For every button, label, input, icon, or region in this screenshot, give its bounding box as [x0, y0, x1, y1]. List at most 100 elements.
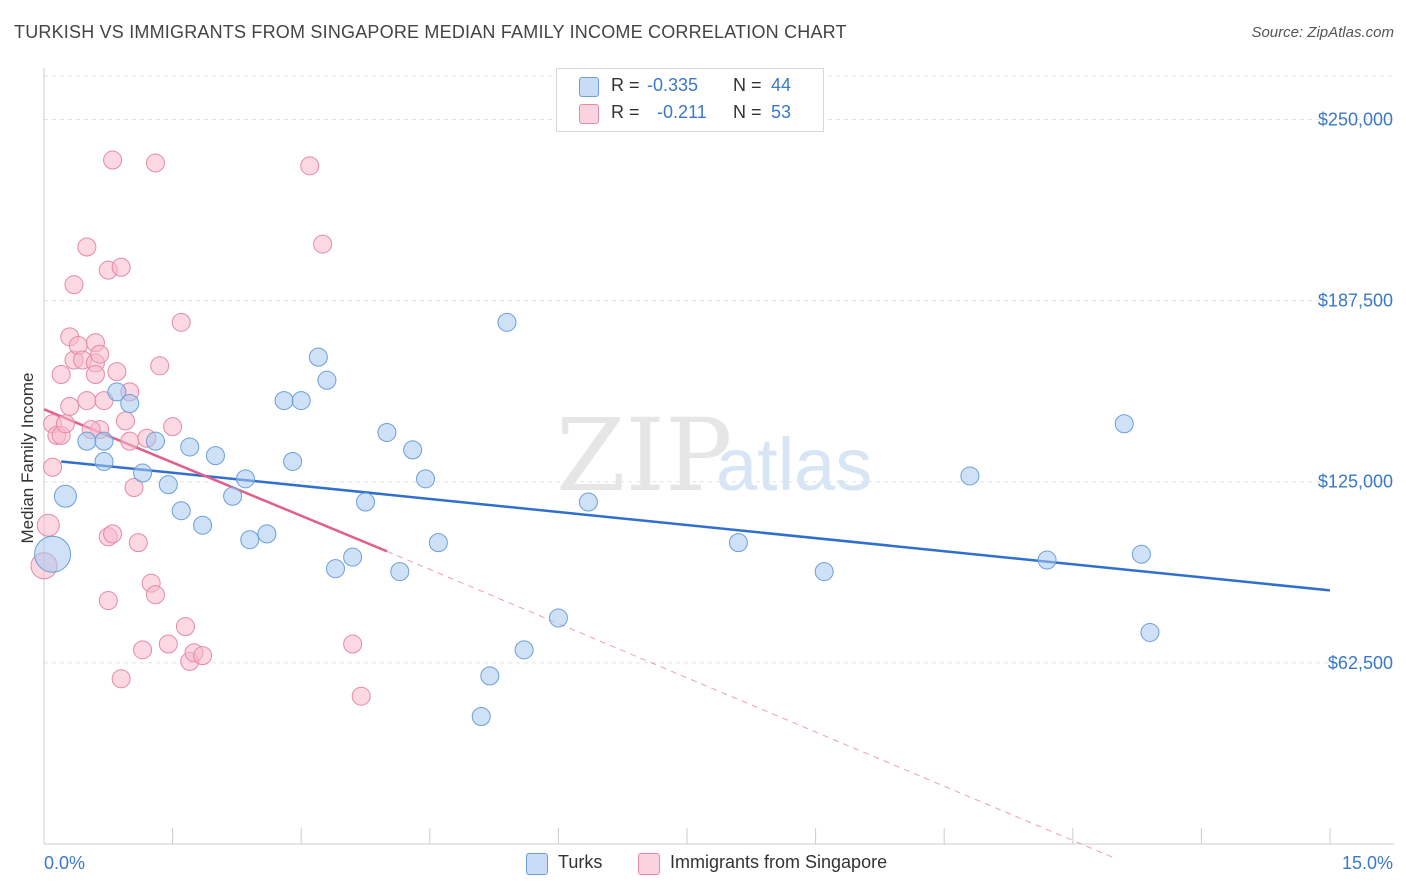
data-point-turks: [205, 446, 225, 466]
data-point-turks: [133, 463, 153, 483]
data-point-singapore: [163, 417, 183, 437]
x-tick-labels: 0.0% 15.0%: [44, 853, 1393, 873]
data-point-singapore: [43, 457, 63, 477]
data-point-singapore: [120, 431, 140, 451]
data-point-turks: [356, 492, 375, 512]
data-point-singapore: [171, 312, 191, 332]
data-point-singapore: [343, 634, 363, 654]
y-axis-label: Median Family Income: [18, 372, 37, 543]
data-point-turks: [145, 431, 165, 451]
data-point-singapore: [150, 356, 170, 376]
data-point-turks: [240, 530, 260, 550]
data-point-turks: [180, 437, 200, 457]
data-point-turks: [377, 422, 397, 442]
data-points: [30, 150, 1160, 726]
x-tick-label-max: 15.0%: [1342, 853, 1393, 873]
data-point-singapore: [193, 646, 213, 666]
data-point-turks: [578, 492, 598, 512]
data-point-turks: [390, 562, 410, 582]
data-point-turks: [325, 559, 345, 579]
correlation-legend: R = -0.335 N = 44 R = -0.211 N = 53: [556, 68, 824, 132]
data-point-singapore: [85, 365, 105, 385]
source-label: Source: ZipAtlas.com: [1251, 24, 1394, 41]
data-point-turks: [1140, 622, 1160, 642]
x-tick-label-min: 0.0%: [44, 853, 85, 873]
data-point-singapore: [133, 640, 153, 660]
legend-swatch-singapore: [579, 104, 599, 124]
data-point-singapore: [60, 396, 80, 416]
data-point-turks: [480, 666, 500, 686]
data-point-singapore: [175, 617, 195, 637]
data-point-turks: [308, 347, 328, 367]
legend-n-value: 53: [771, 102, 792, 122]
data-point-turks: [291, 391, 311, 411]
data-point-singapore: [36, 513, 60, 537]
legend-n-label: N =: [733, 102, 762, 122]
data-point-turks: [497, 312, 517, 332]
trend-extension-1: [386, 550, 1116, 859]
bottom-legend-label-singapore: Immigrants from Singapore: [670, 852, 888, 872]
data-point-singapore: [158, 634, 178, 654]
data-point-singapore: [145, 153, 165, 173]
watermark-atlas: atlas: [716, 423, 872, 506]
data-point-singapore: [77, 237, 97, 257]
data-point-turks: [120, 393, 140, 413]
data-point-singapore: [115, 411, 135, 431]
data-point-turks: [94, 451, 114, 471]
data-point-turks: [158, 475, 178, 495]
data-point-singapore: [111, 257, 131, 277]
data-point-singapore: [111, 669, 131, 689]
bottom-legend-swatch-turks: [526, 853, 548, 875]
data-point-singapore: [145, 585, 165, 605]
y-tick-label: $125,000: [1318, 472, 1393, 492]
data-point-turks: [548, 608, 568, 628]
chart-title: TURKISH VS IMMIGRANTS FROM SINGAPORE MED…: [14, 22, 847, 42]
data-point-turks: [471, 706, 491, 726]
trend-line-0: [61, 460, 1331, 592]
data-point-turks: [193, 515, 213, 535]
y-tick-label: $62,500: [1328, 653, 1393, 673]
data-point-turks: [77, 431, 97, 451]
data-point-turks: [94, 431, 114, 451]
data-point-turks: [1131, 544, 1151, 564]
data-point-turks: [257, 524, 277, 544]
legend-r-value: -0.335: [647, 75, 699, 95]
data-point-singapore: [64, 275, 84, 295]
data-point-turks: [317, 370, 337, 390]
data-point-singapore: [124, 478, 144, 498]
legend-r-label: R =: [611, 102, 640, 122]
legend-r-label: R =: [611, 75, 640, 95]
data-point-singapore: [77, 391, 97, 411]
data-point-turks: [171, 501, 191, 521]
data-point-singapore: [98, 591, 118, 611]
data-point-turks: [53, 484, 77, 508]
data-point-singapore: [90, 344, 110, 364]
bottom-legend-label-turks: Turks: [558, 852, 603, 872]
data-point-turks: [274, 391, 294, 411]
y-tick-label: $250,000: [1318, 109, 1393, 129]
data-point-turks: [107, 382, 127, 402]
legend-n-label: N =: [733, 75, 762, 95]
axes: [43, 68, 1394, 845]
data-point-singapore: [351, 686, 371, 706]
bottom-legend-swatch-singapore: [638, 853, 660, 875]
data-point-turks: [416, 469, 436, 489]
data-point-turks: [814, 562, 834, 582]
data-point-singapore: [107, 362, 127, 382]
data-point-singapore: [55, 414, 75, 434]
watermark: ZIP atlas: [556, 397, 872, 514]
data-point-singapore: [128, 533, 148, 553]
data-point-turks: [283, 451, 303, 471]
gridlines: [44, 75, 1394, 664]
data-point-singapore: [103, 150, 123, 170]
data-point-turks: [235, 469, 255, 489]
y-tick-label: $187,500: [1318, 291, 1393, 311]
data-point-singapore: [300, 156, 320, 176]
data-point-turks: [428, 533, 448, 553]
data-point-turks: [514, 640, 534, 660]
data-point-turks: [960, 466, 980, 486]
data-point-turks: [34, 535, 72, 573]
legend-n-value: 44: [771, 75, 792, 95]
legend-swatch-turks: [579, 77, 599, 97]
